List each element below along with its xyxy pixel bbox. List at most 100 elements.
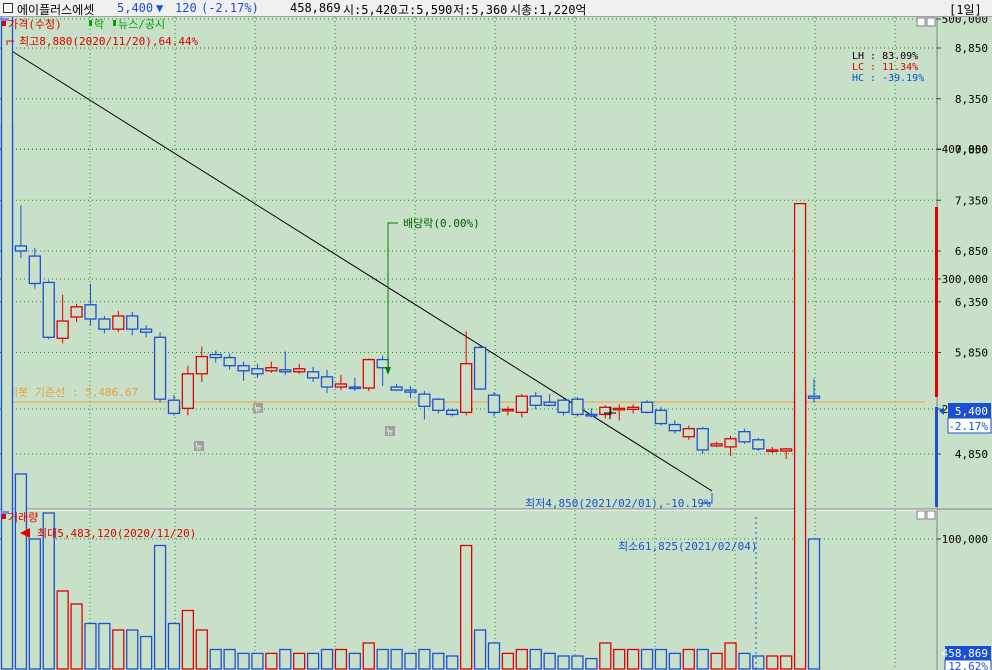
candle-body — [696, 427, 709, 451]
volume-bar — [418, 648, 431, 670]
min-volume-annotation: 최소61,825(2021/02/04) — [618, 540, 757, 553]
candle-body — [501, 408, 515, 412]
candle-body — [153, 336, 167, 400]
legend-news-swatch — [113, 20, 116, 26]
price-tick-label: 6,850 — [955, 245, 988, 258]
volume-bar — [0, 17, 14, 670]
volume-bar — [613, 648, 626, 670]
pivot-label: 피봇 기준선 : 5,486.67 — [8, 386, 138, 399]
volume-bar — [334, 648, 348, 670]
candle-body — [195, 355, 208, 375]
volume-tick-label: 500,000 — [942, 17, 988, 26]
candle-body — [28, 255, 41, 285]
candle-body — [237, 365, 250, 372]
volume-close-icon[interactable] — [926, 510, 936, 520]
candle-body — [460, 363, 473, 414]
candle-body — [293, 368, 306, 373]
chart-canvas[interactable]: 피봇 기준선 : 5,486.67 8,850 8,350 7,850 7,350 6,… — [0, 17, 992, 670]
volume-tick-label: 100,000 — [942, 533, 988, 546]
volume-minimize-icon[interactable] — [916, 510, 926, 520]
select-checkbox[interactable] — [3, 3, 13, 13]
volume-bar — [362, 642, 375, 670]
candle-body — [98, 318, 111, 330]
volume-bar — [529, 648, 542, 670]
candle-body — [181, 373, 195, 409]
volume-bar — [390, 648, 403, 670]
volume-tick-label: 400,000 — [942, 143, 988, 156]
candle-body — [626, 406, 640, 410]
dividend-marker-line — [387, 222, 398, 372]
volume-bar — [710, 652, 723, 670]
candle-body — [543, 401, 556, 406]
price-pointer-icon — [939, 407, 944, 415]
candle-body — [780, 448, 793, 452]
volume-bar — [237, 652, 250, 670]
candle-body — [613, 407, 626, 411]
candle-body — [167, 399, 181, 415]
candle-body — [557, 399, 570, 414]
market-cap: 시총:1,220억 — [510, 3, 587, 17]
candle-body — [279, 369, 292, 373]
candle-body — [654, 409, 668, 425]
volume-bar — [543, 652, 556, 670]
news-marker-label: 뉴 — [386, 427, 393, 436]
volume-bar — [807, 538, 821, 670]
news-marker-icon[interactable] — [385, 426, 395, 436]
volume-bar — [585, 657, 598, 670]
volume-bar — [752, 655, 765, 670]
candle-body — [766, 449, 779, 453]
minimize-icon[interactable] — [916, 17, 926, 27]
current-volume-tag-text: 458,869 — [942, 647, 988, 660]
candle-body — [42, 281, 55, 338]
candle-body — [126, 315, 139, 330]
price-tick-label: 6,350 — [955, 296, 988, 309]
candle-body — [251, 368, 264, 375]
candle-body — [599, 406, 612, 416]
down-arrow-icon: ▼ — [156, 1, 164, 15]
volume-bar — [460, 544, 473, 670]
volume-bar — [251, 652, 264, 670]
legend-volume-label: 거래량 — [8, 511, 38, 524]
low-annotation: 최저4,850(2021/02/01),-10.19% — [525, 497, 711, 510]
stock-name: 에이플러스에셋 — [17, 3, 95, 17]
candle-body — [306, 371, 320, 379]
panel-handle-icon[interactable] — [1, 18, 9, 21]
trend-line — [6, 47, 713, 492]
high-price: 고:5,590 — [398, 3, 453, 17]
volume-bar — [42, 512, 55, 670]
price-tick-label: 5,850 — [955, 347, 988, 360]
volume-bar — [487, 642, 501, 670]
volume-bar — [348, 652, 361, 670]
current-price-tag — [948, 403, 991, 418]
legend-price-label: 가격(수정) — [8, 18, 62, 31]
volume-bar — [446, 655, 459, 670]
volume-bars-group — [0, 17, 821, 670]
current-change-tag — [947, 417, 992, 434]
range-bar-down — [935, 407, 938, 507]
volume-bar — [473, 629, 487, 670]
candle-body — [640, 401, 654, 414]
price-change-pct: (-2.17%) — [201, 1, 259, 15]
volume-bar — [724, 642, 737, 670]
volume-bar — [404, 652, 417, 670]
candle-body — [571, 398, 584, 416]
current-volume-pct-text: 12.62% — [948, 660, 988, 670]
current-volume-pct-tag — [944, 659, 992, 670]
volume-bar — [209, 648, 222, 670]
candle-body — [487, 394, 501, 414]
volume-bar — [139, 635, 153, 670]
volume-bar — [98, 622, 111, 670]
volume-handle-icon[interactable] — [1, 511, 9, 514]
price-axis-group: 8,850 8,350 7,850 7,350 6,850 6,350 5,850 4,850 — [937, 42, 988, 461]
volume-bar — [501, 652, 515, 670]
news-marker-icon[interactable] — [253, 403, 263, 413]
news-marker-icon[interactable] — [194, 441, 204, 451]
candle-body — [139, 328, 153, 333]
close-icon[interactable] — [926, 17, 936, 27]
volume-bar — [376, 648, 389, 670]
period-button[interactable]: [1일] — [949, 3, 982, 17]
candle-body — [320, 376, 334, 388]
candle-body — [334, 383, 348, 388]
volume-bar — [780, 655, 793, 670]
candle-body — [404, 389, 417, 393]
